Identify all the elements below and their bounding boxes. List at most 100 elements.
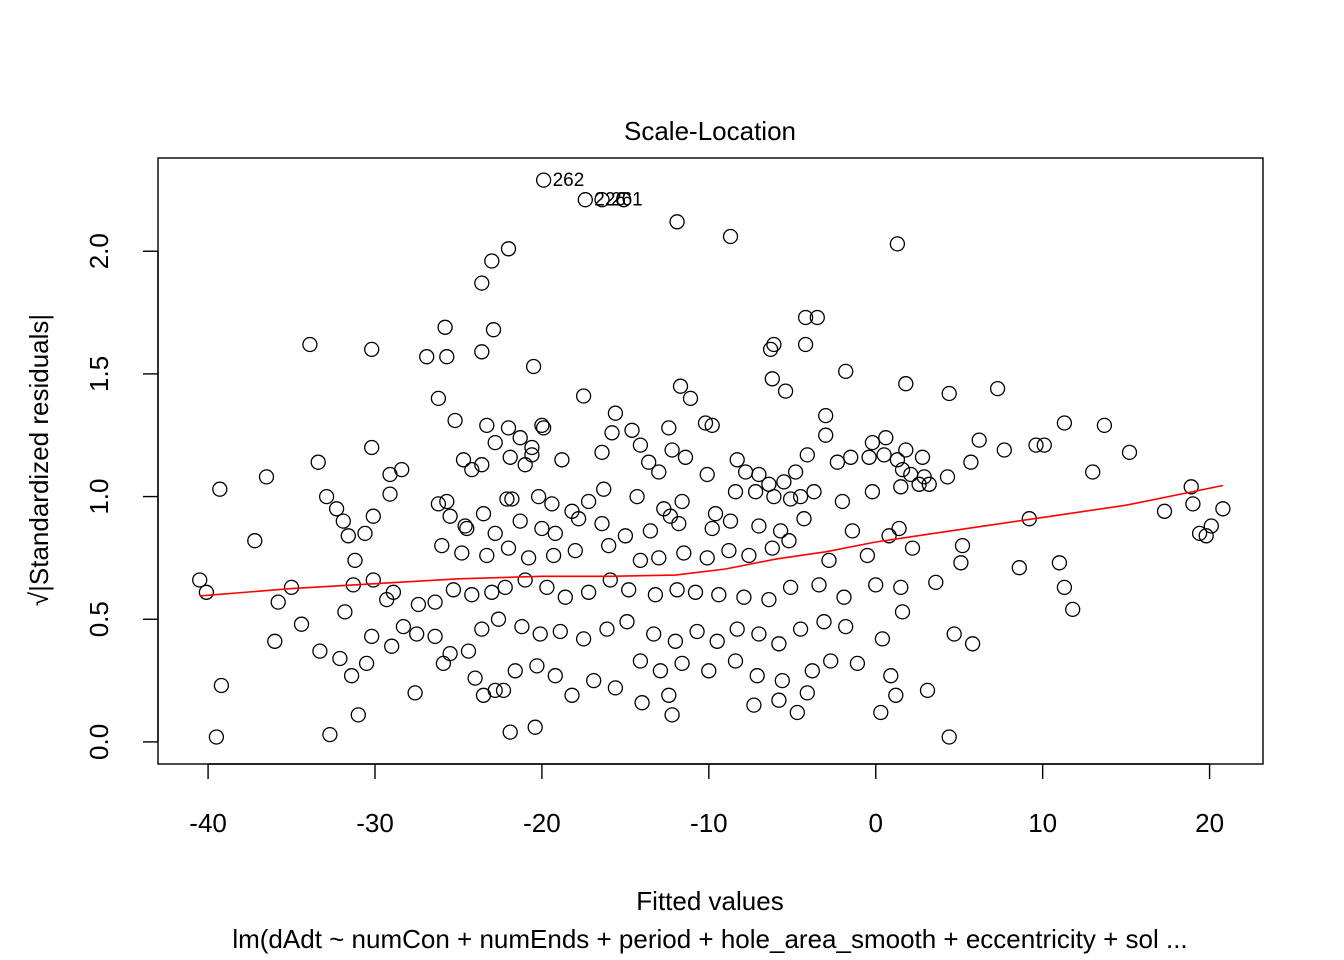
x-axis-title: Fitted values [636,886,783,916]
data-point [385,584,402,600]
y-tick-label: 0.0 [84,724,114,760]
data-point [499,491,515,507]
data-point [547,525,563,542]
data-point [552,623,568,640]
data-point [213,677,230,694]
data-point [527,719,543,735]
data-point [464,461,480,478]
data-point [889,452,906,468]
data-point [697,415,714,431]
data-point [736,589,752,605]
data-point [212,481,228,497]
data-point [928,574,944,591]
data-point [539,579,555,596]
data-point [247,533,263,549]
y-tick-label: 0.5 [84,601,114,637]
data-point [439,493,455,510]
data-point [475,506,492,522]
data-point [395,618,412,635]
data-point [322,726,338,743]
data-point [601,537,617,554]
data-point [475,687,492,703]
data-point [727,484,744,500]
data-point [332,650,348,667]
x-tick-label: -40 [189,808,227,838]
data-point [873,704,889,721]
data-point [445,582,462,598]
data-point [806,484,822,500]
data-point [894,461,911,478]
data-point [474,344,490,360]
data-point [921,476,937,492]
data-point [677,449,694,465]
data-point [669,582,685,598]
data-point [1036,437,1052,453]
data-point [796,511,812,527]
data-point [953,555,969,571]
point-label: 261 [611,190,643,211]
data-point [430,390,447,407]
data-point [500,540,517,556]
data-point [632,437,649,453]
data-point [661,687,677,703]
data-point [512,513,528,529]
data-point [709,633,725,649]
data-point [711,587,727,603]
data-point [532,626,548,642]
data-point [604,425,620,441]
data-point [487,434,503,451]
data-point [594,515,610,532]
data-point [594,192,610,208]
data-point [878,430,894,446]
data-point [1156,503,1173,519]
data-point [1183,479,1199,495]
data-point [312,643,328,659]
data-point [495,682,512,699]
data-point [774,672,790,689]
data-point [641,454,657,470]
data-point [409,626,425,642]
data-point [1198,528,1214,544]
data-point [364,628,380,645]
data-point [762,341,779,358]
x-tick-label: -20 [523,808,561,838]
data-point [1185,496,1201,512]
data-point [517,572,533,588]
data-point [722,513,739,529]
data-point [435,655,452,672]
y-tick-label: 1.0 [84,479,114,515]
data-point [602,572,618,588]
data-point [554,452,570,468]
data-point [954,537,971,554]
scatter-points [192,172,1231,745]
data-point [844,523,861,539]
data-point [192,572,208,588]
data-point [727,653,744,669]
data-point [517,457,533,473]
data-point [544,496,560,512]
data-point [771,692,787,708]
data-point [647,587,664,603]
data-point [1203,518,1219,534]
data-point [893,579,909,596]
data-point [701,663,717,679]
data-point [811,577,827,593]
data-point [514,618,530,635]
data-point [963,454,979,470]
data-point [883,668,899,684]
data-point [868,577,884,593]
data-point [689,623,705,640]
data-point [621,582,637,598]
data-point [454,545,470,561]
data-point [520,550,537,566]
data-point [674,655,690,672]
data-point [699,466,715,483]
data-point [318,488,335,505]
data-point [607,405,624,421]
data-point [474,275,490,291]
data-point [776,474,792,490]
data-point [864,484,881,500]
data-point [676,545,692,561]
